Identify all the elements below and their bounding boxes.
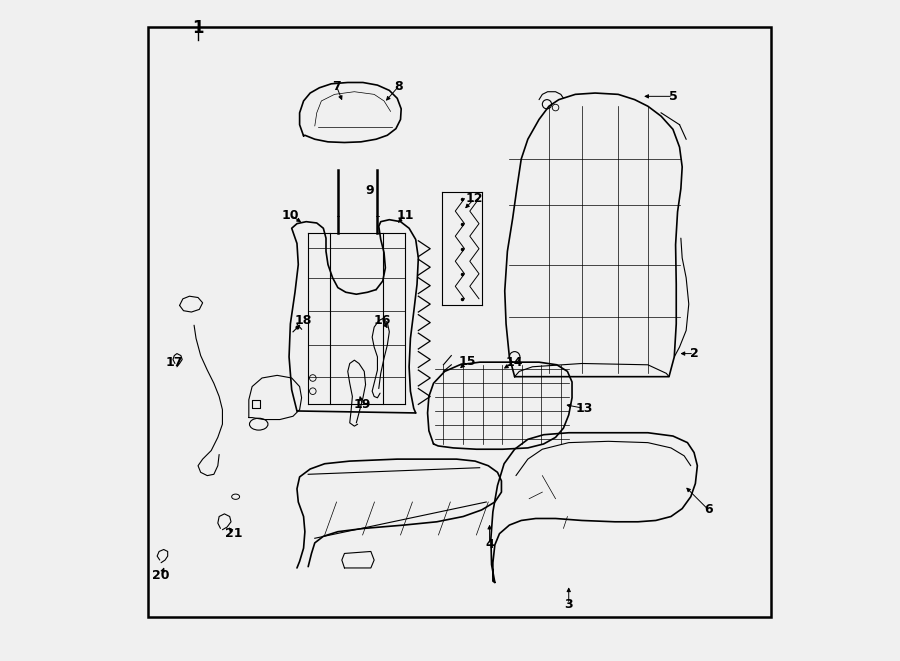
Ellipse shape	[249, 418, 268, 430]
Text: 6: 6	[705, 504, 713, 516]
Text: 4: 4	[485, 538, 494, 551]
Text: 9: 9	[365, 184, 374, 197]
Bar	[148, 27, 771, 617]
Text: 2: 2	[689, 347, 698, 360]
Text: 1: 1	[193, 19, 203, 38]
Text: 14: 14	[505, 356, 523, 369]
Text: 5: 5	[669, 90, 678, 103]
Text: 18: 18	[295, 314, 312, 327]
Text: 21: 21	[225, 527, 242, 540]
Text: 10: 10	[282, 209, 299, 221]
Text: 19: 19	[354, 398, 371, 411]
Ellipse shape	[231, 494, 239, 499]
Text: 13: 13	[575, 402, 592, 415]
Text: 3: 3	[564, 598, 573, 611]
Text: 20: 20	[152, 569, 170, 582]
Text: 12: 12	[465, 192, 483, 205]
Text: 17: 17	[166, 356, 183, 369]
Text: 7: 7	[332, 80, 341, 93]
Text: 11: 11	[396, 209, 414, 221]
Text: 16: 16	[374, 314, 391, 327]
Text: 8: 8	[394, 80, 403, 93]
Text: 15: 15	[459, 355, 477, 368]
